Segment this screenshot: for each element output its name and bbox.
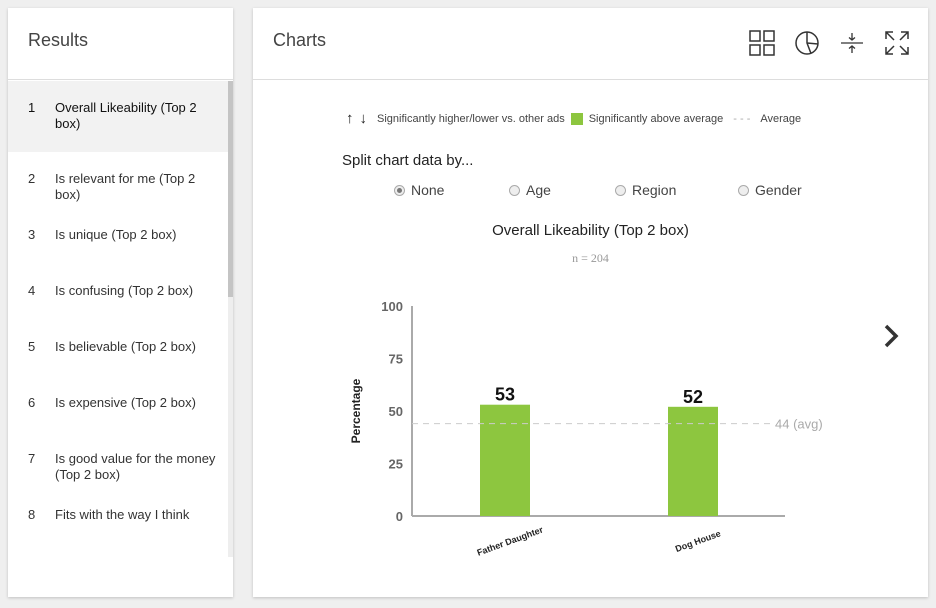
- bar: [668, 406, 718, 516]
- radio-button[interactable]: [509, 184, 520, 196]
- result-label: Fits with the way I think: [55, 507, 190, 522]
- chart-legend: ↑ ↓ Significantly higher/lower vs. other…: [346, 110, 801, 127]
- result-label: Is relevant for me (Top 2 box): [55, 171, 196, 202]
- radio-none[interactable]: None: [394, 182, 444, 198]
- y-tick-label: 50: [389, 404, 403, 419]
- radio-label: Age: [526, 182, 551, 198]
- result-number: 8: [28, 507, 36, 522]
- result-number: 3: [28, 227, 36, 242]
- radio-gender[interactable]: Gender: [738, 182, 802, 198]
- result-number: 6: [28, 395, 36, 410]
- result-number: 1: [28, 100, 36, 115]
- result-item[interactable]: 5 Is believable (Top 2 box): [8, 320, 228, 376]
- result-item[interactable]: 4 Is confusing (Top 2 box): [8, 264, 228, 320]
- y-tick-label: 0: [396, 509, 403, 524]
- results-panel: Results 1 Overall Likeability (Top 2 box)…: [8, 8, 233, 597]
- bar: [480, 404, 530, 516]
- y-tick-label: 25: [389, 457, 403, 472]
- result-item[interactable]: 7 Is good value for the money (Top 2 box): [8, 432, 228, 488]
- legend-dash-icon: - - -: [733, 112, 751, 125]
- y-tick-label: 75: [389, 352, 403, 367]
- bar-chart: 0 25 50 75 100 Percentage 53 Father Daughter 52 D…: [349, 299, 823, 558]
- collapse-icon[interactable]: [839, 30, 865, 56]
- y-tick-label: 100: [381, 299, 403, 314]
- average-label: 44 (avg): [775, 417, 823, 432]
- result-label: Is expensive (Top 2 box): [55, 395, 196, 410]
- chart-title: Overall Likeability (Top 2 box): [492, 222, 689, 239]
- result-item[interactable]: 8 Fits with the way I think: [8, 488, 228, 544]
- charts-title: Charts: [273, 30, 327, 50]
- sample-size: n = 204: [572, 251, 609, 265]
- next-chevron-icon[interactable]: [881, 322, 901, 350]
- x-tick-label: Father Daughter: [476, 524, 545, 557]
- result-label: Is confusing (Top 2 box): [55, 283, 194, 298]
- pie-chart-icon[interactable]: [794, 30, 820, 56]
- radio-button[interactable]: [615, 184, 626, 196]
- split-label: Split chart data by...: [342, 152, 474, 169]
- divider: [8, 79, 233, 80]
- result-number: 5: [28, 339, 36, 354]
- expand-icon[interactable]: [884, 30, 910, 56]
- result-label: Is good value for the money (Top 2 box): [55, 451, 216, 482]
- grid-view-icon[interactable]: [749, 30, 775, 56]
- results-title: Results: [28, 30, 89, 50]
- result-item[interactable]: 1 Overall Likeability (Top 2 box): [8, 81, 228, 152]
- y-axis-label: Percentage: [349, 378, 363, 443]
- radio-region[interactable]: Region: [615, 182, 676, 198]
- radio-button[interactable]: [394, 184, 405, 196]
- result-label: Is believable (Top 2 box): [55, 339, 196, 354]
- legend-sig-higher-lower: Significantly higher/lower vs. other ads: [377, 112, 565, 125]
- arrow-down-icon: ↓: [359, 110, 368, 127]
- charts-panel: Charts ↑ ↓ Significantly higher/lower vs…: [253, 8, 928, 597]
- radio-label: Gender: [755, 182, 802, 198]
- legend-green-swatch: [570, 112, 583, 125]
- legend-average: Average: [760, 112, 802, 125]
- result-number: 2: [28, 171, 36, 186]
- bar-value-label: 53: [495, 385, 515, 405]
- scrollbar-thumb[interactable]: [228, 81, 233, 297]
- radio-label: Region: [632, 182, 677, 198]
- divider: [253, 79, 928, 80]
- x-tick-label: Dog House: [674, 528, 722, 554]
- result-item[interactable]: 6 Is expensive (Top 2 box): [8, 376, 228, 432]
- scrollbar[interactable]: [228, 81, 233, 557]
- legend-sig-above: Significantly above average: [588, 112, 724, 125]
- radio-label: None: [411, 182, 445, 198]
- arrow-up-icon: ↑: [346, 110, 354, 127]
- result-number: 4: [28, 283, 36, 298]
- result-label: Is unique (Top 2 box): [55, 227, 177, 242]
- result-label: Overall Likeability (Top 2 box): [55, 100, 197, 131]
- results-list: 1 Overall Likeability (Top 2 box) 2 Is rele…: [8, 81, 228, 597]
- radio-age[interactable]: Age: [509, 182, 551, 198]
- result-item[interactable]: 2 Is relevant for me (Top 2 box): [8, 152, 228, 208]
- bar-value-label: 52: [683, 387, 703, 407]
- result-number: 7: [28, 451, 36, 466]
- result-item[interactable]: 3 Is unique (Top 2 box): [8, 208, 228, 264]
- radio-button[interactable]: [738, 184, 749, 196]
